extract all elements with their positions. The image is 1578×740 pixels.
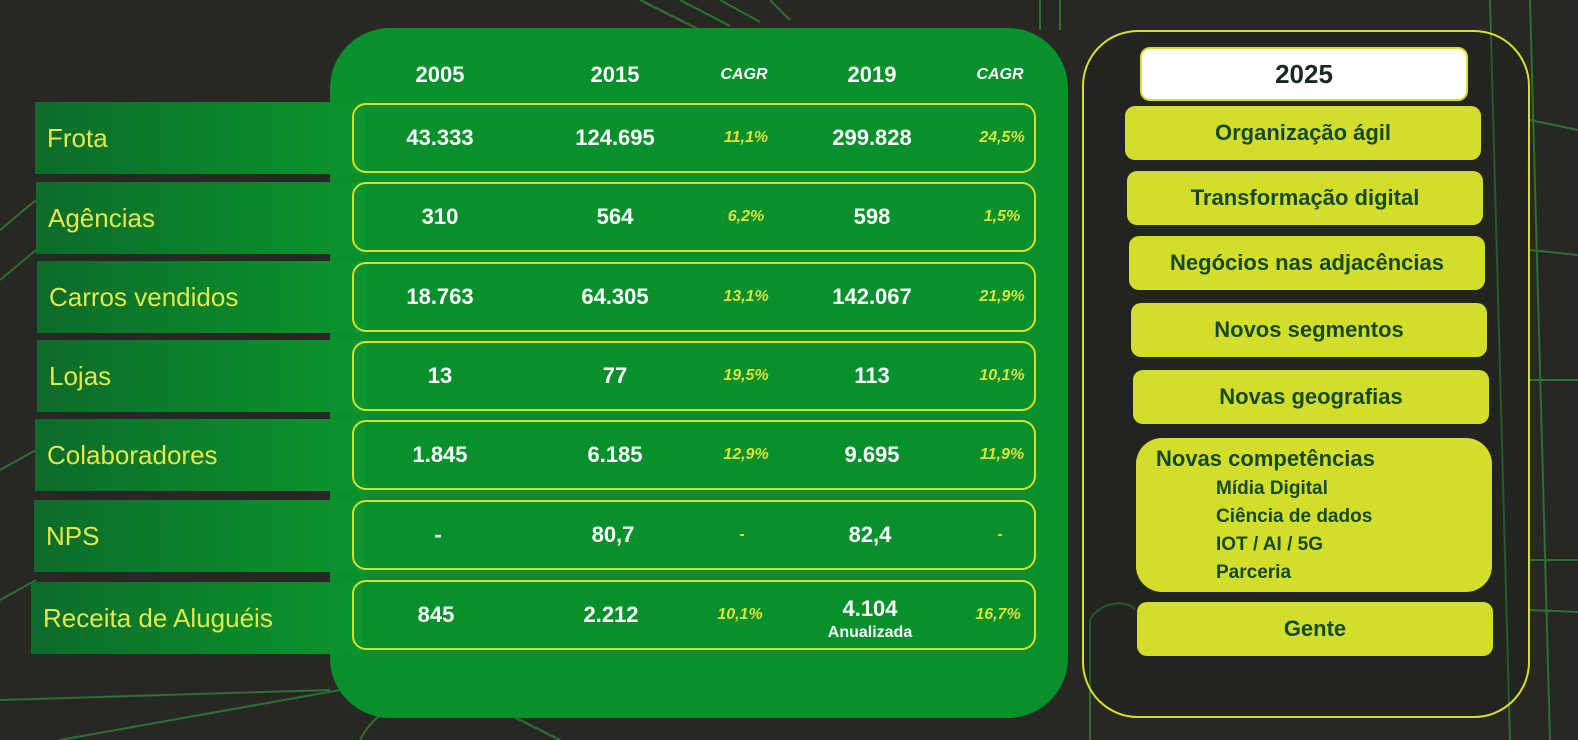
- cell-2019: 299.828: [832, 125, 912, 150]
- cell-2019: 4.104 Anualizada: [800, 582, 940, 648]
- cell-cagr-2: -: [997, 526, 1003, 543]
- cell-2015: 124.695: [575, 125, 655, 150]
- cell-cagr-1: 13,1%: [723, 288, 769, 305]
- cell-2015: 2.212: [583, 602, 639, 627]
- cell-cagr-1: 6,2%: [727, 208, 765, 225]
- table-row: 13 77 19,5% 113 10,1%: [352, 341, 1036, 411]
- cell-2015: 6.185: [587, 442, 643, 467]
- row-label-lojas: Lojas: [37, 340, 367, 412]
- vision-item-transformacao-digital: Transformação digital: [1127, 171, 1483, 225]
- cell-cagr-1: 10,1%: [717, 606, 763, 623]
- cell-2005: 18.763: [406, 284, 474, 309]
- competencias-subitem: IOT / AI / 5G: [1216, 534, 1323, 555]
- cell-cagr-2: 24,5%: [979, 129, 1025, 146]
- competencias-subitem: Mídia Digital: [1216, 478, 1328, 499]
- cell-2019-value: 4.104: [842, 596, 898, 621]
- cell-cagr-1: 19,5%: [723, 367, 769, 384]
- cell-2019: 9.695: [844, 442, 900, 467]
- vision-year: 2025: [1140, 47, 1468, 101]
- cell-2019-note: Anualizada: [827, 624, 913, 641]
- cell-2015: 77: [602, 363, 628, 388]
- cell-cagr-2: 11,9%: [979, 446, 1025, 463]
- row-label-agencias: Agências: [36, 182, 366, 254]
- column-header-2015: 2015: [590, 62, 640, 87]
- cell-2015: 564: [596, 204, 634, 229]
- cell-cagr-1: 12,9%: [723, 446, 769, 463]
- table-panel: [330, 28, 1068, 718]
- column-header-2005: 2005: [415, 62, 465, 87]
- cell-2005: 43.333: [406, 125, 474, 150]
- cell-cagr-1: 11,1%: [723, 129, 769, 146]
- row-label-carros-vendidos: Carros vendidos: [37, 261, 367, 333]
- competencias-subitem: Ciência de dados: [1216, 506, 1373, 527]
- cell-2019: 82,4: [848, 522, 892, 547]
- cell-2005: 310: [421, 204, 459, 229]
- row-label-colaboradores: Colaboradores: [35, 419, 365, 491]
- cell-2005: -: [434, 522, 442, 547]
- table-row: 1.845 6.185 12,9% 9.695 11,9%: [352, 420, 1036, 490]
- cell-2005: 845: [417, 602, 455, 627]
- vision-item-gente: Gente: [1137, 602, 1493, 656]
- vision-item-novas-competencias: Novas competências Mídia Digital Ciência…: [1136, 438, 1492, 592]
- row-label-frota: Frota: [35, 102, 365, 174]
- cell-2005: 13: [427, 363, 453, 388]
- table-row: 43.333 124.695 11,1% 299.828 24,5%: [352, 103, 1036, 173]
- cell-2019: 113: [854, 363, 890, 388]
- vision-item-organizacao-agil: Organização ágil: [1125, 106, 1481, 160]
- row-label-receita-de-alugueis: Receita de Aluguéis: [31, 582, 361, 654]
- cell-cagr-2: 1,5%: [983, 208, 1021, 225]
- cell-2005: 1.845: [412, 442, 468, 467]
- column-header-cagr-2: CAGR: [976, 66, 1024, 83]
- table-row: 845 2.212 10,1% 4.104 Anualizada 16,7%: [352, 580, 1036, 650]
- cell-2015: 64.305: [581, 284, 649, 309]
- vision-item-novas-geografias: Novas geografias: [1133, 370, 1489, 424]
- competencias-title: Novas competências: [1156, 446, 1375, 471]
- cell-cagr-1: -: [739, 526, 745, 543]
- table-row: 310 564 6,2% 598 1,5%: [352, 182, 1036, 252]
- competencias-subitem: Parceria: [1216, 562, 1292, 583]
- cell-cagr-2: 21,9%: [979, 288, 1025, 305]
- table-row: - 80,7 - 82,4 -: [352, 500, 1036, 570]
- vision-item-negocios-adjacencias: Negócios nas adjacências: [1129, 236, 1485, 290]
- cell-cagr-2: 10,1%: [979, 367, 1025, 384]
- table-row: 18.763 64.305 13,1% 142.067 21,9%: [352, 262, 1036, 332]
- cell-cagr-2: 16,7%: [975, 606, 1021, 623]
- column-header-2019: 2019: [847, 62, 897, 87]
- cell-2015: 80,7: [591, 522, 635, 547]
- row-label-nps: NPS: [34, 500, 364, 572]
- column-header-cagr-1: CAGR: [720, 66, 768, 83]
- vision-item-novos-segmentos: Novos segmentos: [1131, 303, 1487, 357]
- cell-2019: 142.067: [832, 284, 912, 309]
- cell-2019: 598: [853, 204, 891, 229]
